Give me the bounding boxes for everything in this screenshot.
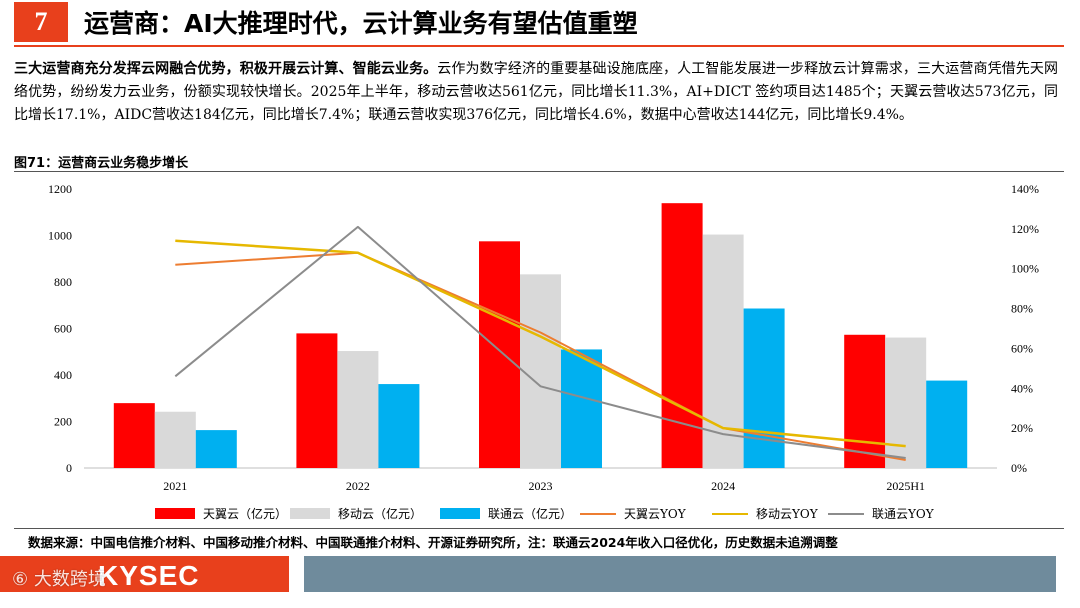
- legend-swatch-mobile: [290, 508, 330, 519]
- summary-bold: 三大运营商充分发挥云网融合优势，积极开展云计算、智能云业务。: [14, 61, 438, 77]
- bar-unicom: [378, 384, 420, 468]
- y-right-tick-label: 60%: [1011, 341, 1033, 355]
- y-right-tick-label: 100%: [1011, 262, 1039, 276]
- y-right-tick-label: 20%: [1011, 421, 1033, 435]
- y-left-tick-label: 1200: [48, 182, 72, 196]
- summary-rest: 云作为数字经济的重要基础设施底座，人工智能发展进一步释放云计算需求，三大运营商凭…: [14, 61, 1059, 123]
- legend-label-tianyi: 天翼云（亿元）: [203, 507, 288, 521]
- line-unicom-yoy: [174, 225, 906, 459]
- watermark-text: 大数跨境: [33, 569, 106, 590]
- legend-swatch-unicom-yoy: [828, 512, 864, 515]
- y-left-tick-label: 400: [54, 368, 72, 382]
- bar-tianyi: [296, 333, 338, 468]
- line-tianyi-yoy: [175, 251, 906, 461]
- legend-tianyi: 天翼云（亿元）: [155, 505, 287, 522]
- y-left-tick-label: 800: [54, 275, 72, 289]
- x-tick-label: 2021: [163, 479, 187, 493]
- bar-mobile: [702, 234, 744, 468]
- kysec-logo: KYSEC: [98, 560, 200, 591]
- section-number: 7: [14, 2, 68, 42]
- legend-swatch-tianyi-yoy: [580, 512, 616, 515]
- legend-mobile-yoy: 移动云YOY: [712, 505, 818, 522]
- y-right-tick-label: 0%: [1011, 461, 1027, 475]
- bar-unicom: [926, 380, 968, 468]
- bar-unicom: [743, 308, 785, 468]
- legend-mobile: 移动云（亿元）: [290, 505, 422, 522]
- bar-tianyi: [479, 241, 520, 468]
- source-note: 数据来源：中国电信推介材料、中国移动推介材料、中国联通推介材料、开源证券研究所，…: [28, 535, 838, 550]
- bar-mobile: [885, 337, 927, 468]
- watermark: ⑥ 大数跨境: [12, 569, 106, 590]
- combo-chart: 0 200 400 600 800 1000 1200 0% 20% 40% 60% 80% 100% 1…: [48, 182, 1039, 493]
- bar-unicom: [195, 430, 237, 468]
- figure-divider: [14, 171, 1064, 172]
- legend-unicom: 联通云（亿元）: [440, 505, 572, 522]
- y-right-tick-label: 40%: [1011, 381, 1033, 395]
- x-tick-label: 2022: [346, 479, 370, 493]
- y-left-tick-label: 1000: [48, 229, 72, 243]
- y-left-tick-label: 200: [54, 415, 72, 429]
- line-mobile-yoy: [175, 239, 906, 448]
- legend-unicom-yoy: 联通云YOY: [828, 505, 934, 522]
- legend-label-mobile: 移动云（亿元）: [338, 507, 423, 521]
- x-tick-label: 2023: [529, 479, 553, 493]
- footer-bar: [304, 556, 1056, 592]
- y-right-tick-label: 80%: [1011, 302, 1033, 316]
- y-left-tick-label: 600: [54, 322, 72, 336]
- source-divider: [14, 528, 1064, 529]
- summary-paragraph: 三大运营商充分发挥云网融合优势，积极开展云计算、智能云业务。云作为数字经济的重要…: [14, 58, 1058, 127]
- chart-legend: 天翼云（亿元） 移动云（亿元） 联通云（亿元） 天翼云YOY 移动云YOY 联通…: [0, 505, 1080, 525]
- legend-swatch-tianyi: [155, 508, 195, 519]
- y-left-tick-label: 0: [66, 461, 72, 475]
- bar-tianyi: [113, 403, 155, 468]
- bar-tianyi: [661, 203, 703, 468]
- legend-swatch-unicom: [440, 508, 480, 519]
- bar-tianyi: [844, 334, 886, 468]
- bar-mobile: [520, 274, 561, 468]
- y-right-tick-label: 140%: [1011, 182, 1039, 196]
- legend-label-tianyi-yoy: 天翼云YOY: [624, 507, 686, 521]
- x-tick-label: 2025H1: [886, 479, 925, 493]
- bar-mobile: [154, 411, 196, 468]
- legend-swatch-mobile-yoy: [712, 512, 748, 515]
- header-divider: [14, 45, 1064, 47]
- footer-brand-bar: [0, 556, 289, 592]
- page-title: 运营商：AI大推理时代，云计算业务有望估值重塑: [84, 9, 638, 38]
- legend-label-mobile-yoy: 移动云YOY: [756, 507, 818, 521]
- legend-tianyi-yoy: 天翼云YOY: [580, 505, 686, 522]
- figure-title: 图71：运营商云业务稳步增长: [14, 156, 189, 171]
- legend-label-unicom: 联通云（亿元）: [488, 507, 573, 521]
- x-tick-label: 2024: [711, 479, 735, 493]
- y-right-tick-label: 120%: [1011, 222, 1039, 236]
- header: 7 运营商：AI大推理时代，云计算业务有望估值重塑: [0, 0, 1080, 47]
- bar-unicom: [561, 349, 602, 468]
- bar-mobile: [337, 351, 379, 468]
- legend-label-unicom-yoy: 联通云YOY: [872, 507, 934, 521]
